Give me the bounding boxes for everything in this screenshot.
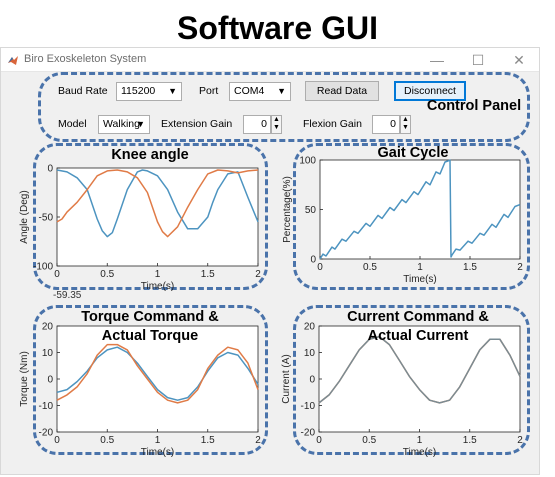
y-tick-label: 0 xyxy=(309,375,315,386)
y-tick-label: -10 xyxy=(39,401,54,412)
x-tick-label: 1 xyxy=(155,269,161,280)
x-tick-label: 0.5 xyxy=(100,269,114,280)
y-tick-label: 50 xyxy=(305,205,317,216)
minimize-button[interactable]: — xyxy=(430,52,444,68)
x-tick-label: 1 xyxy=(155,435,161,446)
y-tick-label: -100 xyxy=(33,262,53,273)
flexion-gain-input[interactable]: 0 xyxy=(372,115,400,134)
x-tick-label: 0.5 xyxy=(362,435,376,446)
chevron-down-icon: ▼ xyxy=(136,119,145,129)
series-line xyxy=(318,335,521,404)
x-tick-label: 0 xyxy=(54,269,60,280)
port-value: COM4 xyxy=(234,85,265,97)
y-tick-label: 20 xyxy=(42,322,54,333)
baud-rate-select[interactable]: 115200 ▼ xyxy=(116,82,182,101)
flexion-gain-spinner[interactable]: ▲ ▼ xyxy=(400,115,411,134)
x-tick-label: 1.5 xyxy=(463,435,477,446)
x-tick-label: 1.5 xyxy=(201,435,215,446)
matlab-app-icon xyxy=(7,54,19,66)
baud-rate-label: Baud Rate xyxy=(58,85,108,97)
x-tick-label: 0 xyxy=(54,435,60,446)
y-tick-label: 0 xyxy=(47,164,53,175)
control-panel-title: Control Panel xyxy=(426,98,522,114)
extension-gain-spinner[interactable]: ▲ ▼ xyxy=(271,115,282,134)
current-title: Current Command & Actual Current xyxy=(347,309,489,344)
port-label: Port xyxy=(199,85,219,97)
x-tick-label: 2 xyxy=(255,435,261,446)
y-tick-label: -20 xyxy=(39,428,54,439)
y-axis-label: Current (A) xyxy=(281,354,292,403)
model-label: Model xyxy=(58,118,87,130)
model-value: Walking xyxy=(103,118,140,130)
x-axis-label: Time(s) xyxy=(141,447,175,458)
x-axis-label: Time(s) xyxy=(403,447,437,458)
y-tick-label: 0 xyxy=(47,375,53,386)
x-tick-label: 2 xyxy=(517,435,523,446)
x-tick-label: 2 xyxy=(517,262,523,273)
series-line xyxy=(56,169,259,238)
close-button[interactable]: ✕ xyxy=(513,52,525,68)
y-tick-label: 20 xyxy=(304,322,316,333)
x-axis-label: Time(s) xyxy=(403,274,437,285)
extension-gain-input[interactable]: 0 xyxy=(243,115,271,134)
torque-outline xyxy=(33,305,268,455)
x-tick-label: 1.5 xyxy=(463,262,477,273)
current-outline xyxy=(293,305,530,455)
x-tick-label: 0.5 xyxy=(363,262,377,273)
page-heading: Software GUI xyxy=(177,10,378,46)
flexion-gain-label: Flexion Gain xyxy=(303,118,362,130)
plot-area xyxy=(319,159,521,260)
control-panel-outline xyxy=(38,72,530,142)
x-tick-label: 0 xyxy=(317,262,323,273)
y-axis-label: Angle (Deg) xyxy=(19,190,30,243)
y-tick-label: 10 xyxy=(304,348,316,359)
y-tick-label: -10 xyxy=(301,401,316,412)
gait-cycle-title: Gait Cycle xyxy=(377,145,449,161)
torque-title: Torque Command & Actual Torque xyxy=(81,309,219,344)
window-title: Biro Exoskeleton System xyxy=(24,53,147,65)
read-data-button[interactable]: Read Data xyxy=(305,81,379,101)
x-tick-label: 2 xyxy=(255,269,261,280)
knee-angle-outline xyxy=(33,143,268,290)
plot-area xyxy=(56,325,259,433)
knee-angle-title: Knee angle xyxy=(111,147,189,163)
y-tick-label: 10 xyxy=(42,348,54,359)
maximize-button[interactable]: ☐ xyxy=(471,52,485,68)
y-tick-label: 0 xyxy=(310,255,316,266)
gait-cycle-outline xyxy=(293,143,530,290)
y-tick-label: 100 xyxy=(299,156,316,167)
disconnect-button[interactable]: Disconnect xyxy=(394,81,466,101)
x-tick-label: 1.5 xyxy=(201,269,215,280)
y-axis-label: Torque (Nm) xyxy=(19,351,30,407)
x-tick-label: 0 xyxy=(316,435,322,446)
baud-rate-value: 115200 xyxy=(121,85,156,97)
port-select[interactable]: COM4 ▼ xyxy=(229,82,291,101)
extension-gain-label: Extension Gain xyxy=(161,118,233,130)
chevron-down-icon: ▼ xyxy=(277,86,286,96)
series-line xyxy=(319,159,521,260)
y-axis-label: Percentage(%) xyxy=(282,176,293,243)
series-line xyxy=(56,169,259,238)
y-tick-label: -20 xyxy=(301,428,316,439)
title-bar: Biro Exoskeleton System — ☐ ✕ xyxy=(1,48,539,72)
x-tick-label: 1 xyxy=(417,435,423,446)
angle-readout: -59.35 xyxy=(53,290,82,301)
x-tick-label: 1 xyxy=(417,262,423,273)
series-line xyxy=(56,343,259,404)
x-axis-label: Time(s) xyxy=(141,281,175,292)
model-select[interactable]: Walking ▼ xyxy=(98,115,150,134)
chevron-down-icon: ▼ xyxy=(168,86,177,96)
y-tick-label: -50 xyxy=(39,213,54,224)
x-tick-label: 0.5 xyxy=(100,435,114,446)
